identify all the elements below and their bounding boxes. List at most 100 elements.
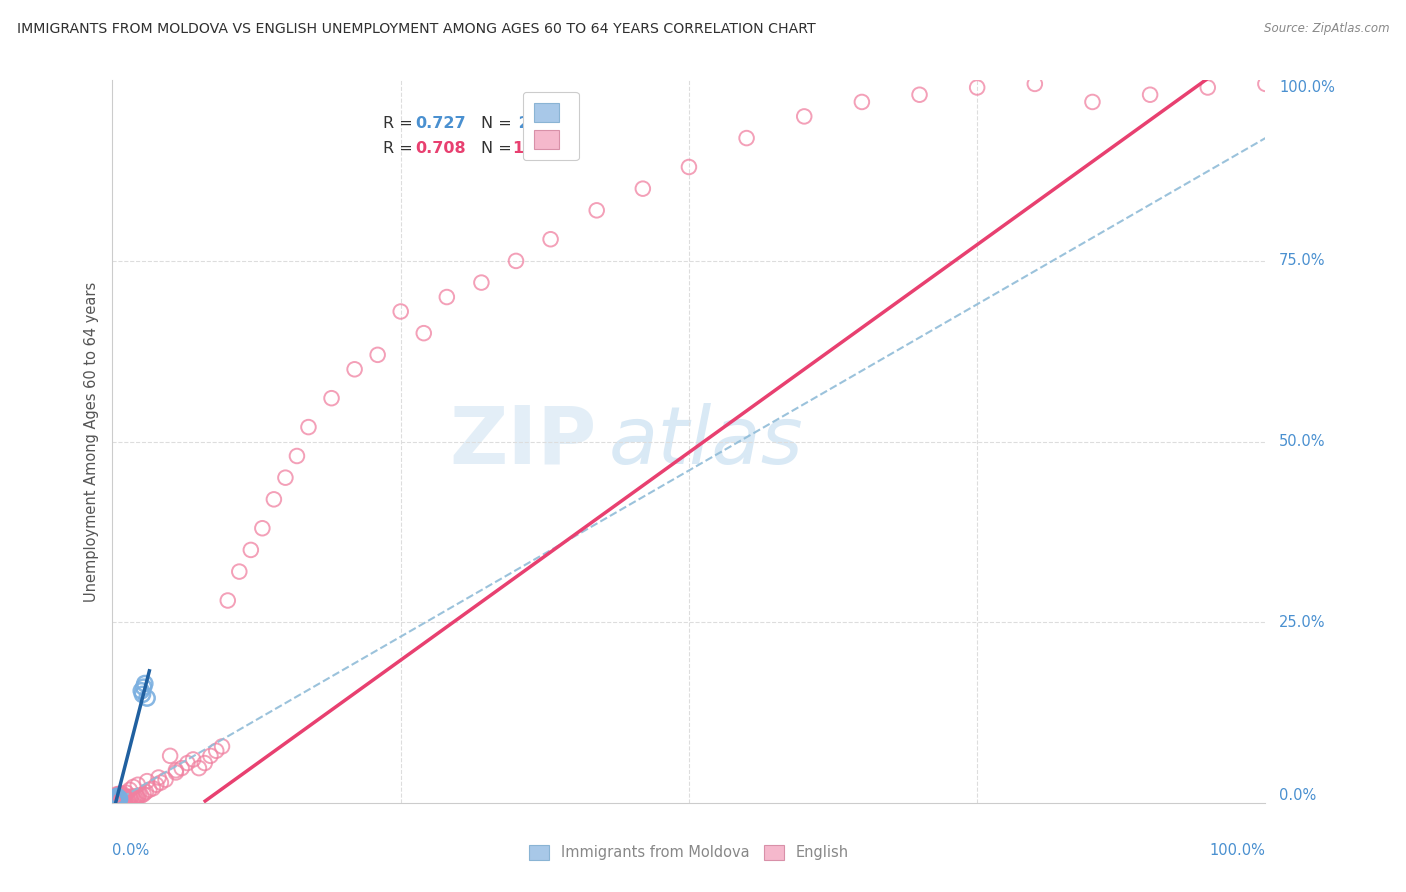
Point (1081, 95, 1104, 109)
Point (107, 791, 129, 805)
Point (908, 87, 931, 102)
Point (111, 790, 134, 805)
Point (105, 790, 128, 805)
Point (112, 789, 135, 804)
Point (104, 790, 127, 805)
Point (104, 792, 127, 806)
Point (851, 95, 873, 109)
Point (111, 789, 134, 803)
Point (108, 792, 131, 806)
Point (129, 789, 153, 803)
Point (1197, 80, 1219, 95)
Point (115, 786, 138, 800)
Point (110, 786, 132, 800)
Point (145, 778, 167, 792)
Point (149, 775, 172, 789)
Point (470, 276, 492, 290)
Point (104, 792, 127, 806)
Point (1139, 87, 1161, 102)
Point (159, 748, 181, 763)
Point (110, 791, 132, 805)
Point (104, 793, 127, 807)
Point (136, 774, 159, 789)
Text: 100.0%: 100.0% (1209, 843, 1265, 857)
Point (735, 131, 758, 145)
Point (108, 791, 131, 805)
Point (142, 781, 165, 796)
Point (120, 790, 142, 805)
Point (211, 739, 233, 754)
Legend: Immigrants from Moldova, English: Immigrants from Moldova, English (522, 838, 856, 868)
Point (297, 420, 319, 434)
Point (118, 790, 141, 805)
Point (124, 790, 146, 805)
Point (117, 791, 139, 805)
Point (170, 761, 193, 775)
Point (389, 304, 412, 318)
Point (104, 789, 127, 803)
Point (217, 593, 239, 607)
Point (108, 788, 131, 802)
Point (103, 790, 125, 805)
Point (321, 391, 343, 405)
Point (104, 793, 127, 807)
Text: atlas: atlas (609, 402, 803, 481)
Point (148, 771, 170, 785)
Point (239, 542, 262, 557)
Point (263, 492, 285, 507)
Point (105, 790, 128, 805)
Point (104, 793, 127, 807)
Point (122, 791, 145, 805)
Point (181, 752, 204, 766)
Point (107, 791, 129, 805)
Text: R =: R = (384, 116, 419, 131)
Point (343, 362, 366, 376)
Point (200, 748, 222, 763)
Point (505, 253, 527, 268)
Point (104, 790, 127, 805)
Point (678, 160, 700, 174)
Text: ZIP: ZIP (450, 402, 596, 481)
Point (966, 80, 988, 95)
Point (104, 790, 127, 805)
Text: 25: 25 (513, 116, 540, 131)
Point (105, 787, 128, 801)
Point (110, 793, 132, 807)
Point (112, 792, 135, 806)
Point (165, 765, 187, 780)
Point (436, 290, 458, 304)
Point (104, 790, 127, 805)
Text: R =: R = (384, 142, 419, 156)
Point (274, 470, 297, 484)
Point (111, 792, 134, 806)
Point (104, 791, 127, 805)
Point (107, 792, 129, 806)
Point (129, 683, 153, 698)
Point (107, 793, 129, 807)
Point (793, 110, 815, 124)
Point (104, 794, 127, 808)
Text: 75.0%: 75.0% (1279, 253, 1326, 268)
Point (104, 791, 127, 805)
Y-axis label: Unemployment Among Ages 60 to 64 years: Unemployment Among Ages 60 to 64 years (83, 281, 98, 602)
Text: 100.0%: 100.0% (1279, 80, 1336, 95)
Point (105, 792, 128, 806)
Point (111, 791, 134, 805)
Text: N =: N = (481, 116, 517, 131)
Point (117, 792, 139, 806)
Text: Source: ZipAtlas.com: Source: ZipAtlas.com (1264, 22, 1389, 36)
Point (155, 772, 177, 787)
Point (104, 789, 127, 803)
Point (138, 782, 160, 797)
Point (122, 780, 145, 794)
Point (105, 790, 128, 805)
Point (112, 790, 135, 805)
Text: 0.0%: 0.0% (1279, 788, 1316, 803)
Text: N =: N = (481, 142, 517, 156)
Point (105, 790, 128, 805)
Point (127, 790, 149, 805)
Point (118, 782, 141, 797)
Point (107, 789, 129, 804)
Point (128, 789, 150, 803)
Point (367, 348, 389, 362)
